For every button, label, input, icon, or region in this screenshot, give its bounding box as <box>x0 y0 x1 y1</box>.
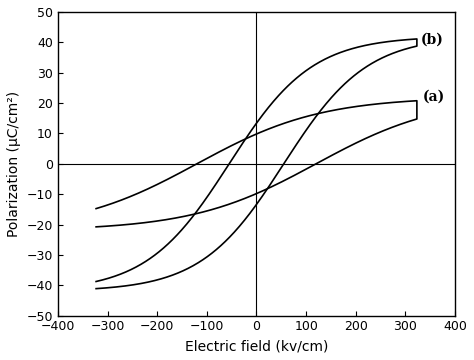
Text: (b): (b) <box>420 32 443 46</box>
X-axis label: Electric field (kv/cm): Electric field (kv/cm) <box>185 339 328 353</box>
Y-axis label: Polarization (μC/cm²): Polarization (μC/cm²) <box>7 91 21 237</box>
Text: (a): (a) <box>423 90 445 104</box>
